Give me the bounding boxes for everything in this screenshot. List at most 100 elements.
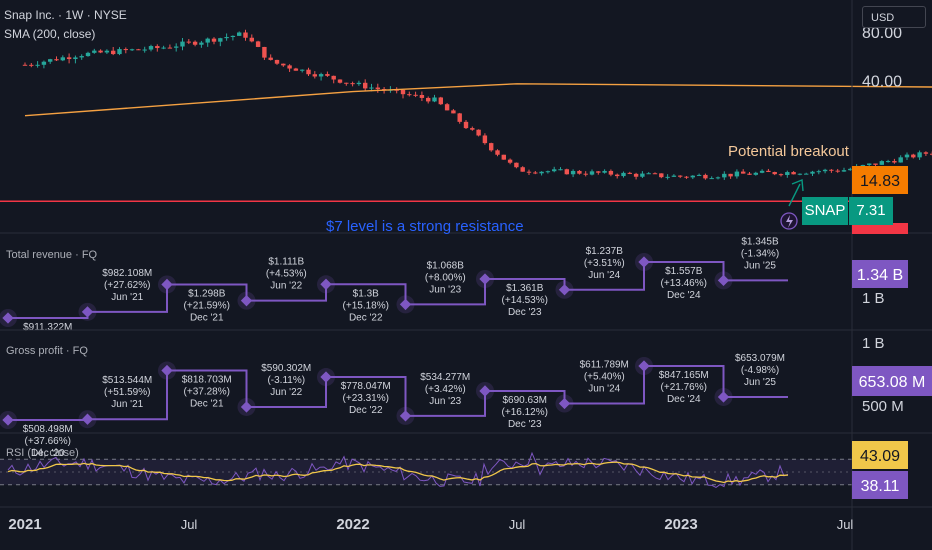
candles [22, 29, 932, 180]
gross-profit-value-label: $778.047M [341, 381, 391, 392]
gross-profit-change-label: (+5.40%) [584, 372, 625, 383]
price-pane [0, 29, 932, 230]
candle-body [186, 41, 191, 43]
rsi-value: 38.11 [861, 478, 900, 495]
gross-profit-value-label: $818.703M [182, 375, 232, 386]
rsi-line [7, 451, 789, 488]
candle-body [482, 135, 488, 144]
candle-body [753, 172, 758, 175]
candle-body [463, 121, 469, 129]
candle-body [375, 87, 380, 90]
candle-body [615, 174, 620, 177]
candle-body [180, 41, 185, 47]
candle-body [318, 74, 324, 77]
candle-body [841, 170, 847, 172]
candle-body [564, 169, 569, 175]
candle-body [589, 171, 595, 175]
candle-body [331, 75, 336, 80]
candle-body [810, 171, 815, 174]
sma-legend[interactable]: SMA (200, close) [4, 27, 96, 41]
candle-body [892, 161, 897, 163]
candle-body [92, 50, 97, 53]
rsi-pane-title: RSI (14, close) [6, 447, 79, 459]
revenue-value-label: $1.068B [427, 260, 465, 271]
price-label-sma-bg [852, 166, 908, 194]
revenue-period-label: Jun '25 [744, 260, 776, 271]
candle-body [117, 49, 122, 55]
candle-body [136, 49, 141, 51]
candle-body [904, 154, 910, 158]
candle-body [407, 94, 412, 96]
currency-selector[interactable]: USD [862, 6, 926, 28]
candle-body [709, 178, 714, 180]
candle-body [287, 65, 292, 69]
time-axis-label: 2023 [664, 516, 697, 533]
revenue-value-label: $1.3B [353, 288, 379, 299]
rsi-value-bg [852, 471, 908, 499]
revenue-tick-label: 1 B [862, 290, 885, 307]
candle-body [394, 89, 399, 91]
gross-profit-change-label: (+37.66%) [25, 436, 71, 447]
gross-profit-point [479, 385, 491, 397]
revenue-change-label: (+8.00%) [425, 272, 466, 283]
candle-body [533, 172, 538, 174]
candle-body [879, 161, 884, 165]
revenue-pane: Total revenue · FQ$911.322M(+34.28%)Dec … [0, 234, 852, 357]
candle-body [715, 177, 721, 179]
gross-profit-period-label: Jun '24 [588, 384, 620, 395]
candle-body [848, 168, 853, 171]
candle-body [602, 170, 607, 173]
time-axis-label: Jul [837, 517, 854, 532]
gross-profit-value-label: $847.165M [659, 370, 709, 381]
candle-body [344, 82, 349, 84]
candle-body [923, 152, 929, 154]
candle-body [728, 173, 733, 177]
gross-profit-value-label: $611.789M [580, 360, 629, 371]
candle-body [816, 171, 821, 173]
candle-body [741, 171, 746, 174]
candle-body [696, 174, 702, 176]
revenue-change-label: (+4.53%) [266, 269, 307, 280]
revenue-change-label: (+27.62%) [104, 280, 150, 291]
revenue-point [717, 274, 730, 287]
gross-profit-value-label: $590.302M [261, 363, 311, 374]
revenue-last-value: 1.34 B [857, 267, 903, 284]
ticker-price-badge: 7.31 [849, 197, 893, 225]
gross-profit-change-label: (-4.98%) [741, 365, 779, 376]
gross-profit-tick-label: 1 B [862, 335, 885, 352]
candle-body [766, 170, 771, 173]
candle-body [797, 173, 803, 175]
gross-profit-change-label: (+37.28%) [184, 387, 230, 398]
candle-body [652, 173, 658, 175]
rsi-pane: RSI (14, close) [0, 447, 852, 488]
gross-profit-point [320, 371, 332, 383]
candle-body [22, 64, 28, 66]
candle-body [255, 41, 261, 47]
breakout-annotation: Potential breakout [728, 143, 849, 160]
revenue-value-label: $982.108M [102, 268, 152, 279]
candle-body [218, 38, 223, 42]
gross-profit-tick-label: 500 M [862, 398, 904, 415]
candle-body [476, 129, 481, 136]
revenue-period-label: Jun '23 [429, 284, 461, 295]
candle-body [230, 35, 236, 38]
revenue-change-label: (-1.34%) [741, 248, 779, 259]
candle-body [98, 50, 103, 53]
candle-body [867, 163, 872, 165]
revenue-change-label: (+13.46%) [661, 278, 707, 289]
revenue-point [240, 295, 253, 307]
revenue-period-label: Dec '24 [667, 290, 701, 301]
gross-profit-period-label: Jun '25 [744, 377, 776, 388]
candle-body [646, 173, 651, 175]
time-axis-label: 2021 [8, 516, 41, 533]
time-axis-label: 2022 [336, 516, 369, 533]
gross-profit-period-label: Dec '20 [31, 448, 65, 459]
revenue-value-label: $1.237B [586, 246, 624, 257]
candle-body [211, 38, 217, 42]
candle-body [363, 82, 368, 89]
candle-body [205, 38, 210, 43]
candle-body [35, 64, 40, 66]
candle-body [772, 172, 777, 175]
revenue-value-label: $1.361B [506, 283, 544, 294]
